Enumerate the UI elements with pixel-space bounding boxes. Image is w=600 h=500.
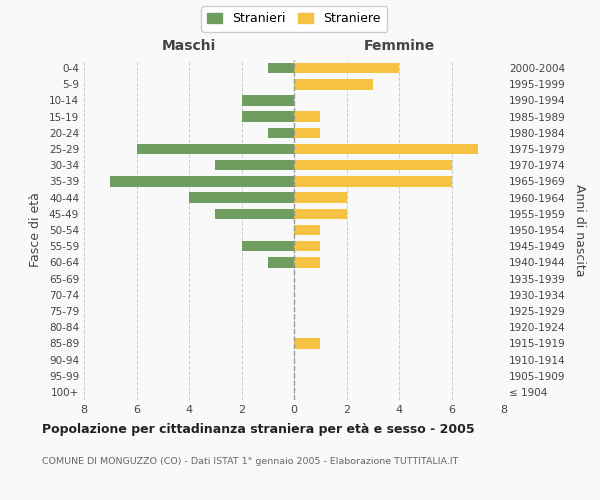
Text: Popolazione per cittadinanza straniera per età e sesso - 2005: Popolazione per cittadinanza straniera p… [42,422,475,436]
Bar [241,95,294,106]
Bar [189,192,294,203]
Bar [294,257,320,268]
Bar [294,128,320,138]
Bar [268,63,294,74]
Bar [110,176,294,186]
Bar [241,241,294,252]
Y-axis label: Anni di nascita: Anni di nascita [572,184,586,276]
Legend: Stranieri, Straniere: Stranieri, Straniere [201,6,387,32]
Bar [294,176,452,186]
Y-axis label: Fasce di età: Fasce di età [29,192,42,268]
Bar [294,160,452,170]
Bar [137,144,294,154]
Bar [294,79,373,90]
Bar [294,192,347,203]
Bar [294,63,399,74]
Bar [268,257,294,268]
Bar [215,208,294,219]
Bar [294,144,478,154]
Bar [294,208,347,219]
Text: Maschi: Maschi [162,38,216,52]
Text: Femmine: Femmine [364,38,434,52]
Bar [215,160,294,170]
Bar [294,241,320,252]
Bar [294,112,320,122]
Text: COMUNE DI MONGUZZO (CO) - Dati ISTAT 1° gennaio 2005 - Elaborazione TUTTITALIA.I: COMUNE DI MONGUZZO (CO) - Dati ISTAT 1° … [42,458,458,466]
Bar [241,112,294,122]
Bar [294,338,320,348]
Bar [294,224,320,235]
Bar [268,128,294,138]
